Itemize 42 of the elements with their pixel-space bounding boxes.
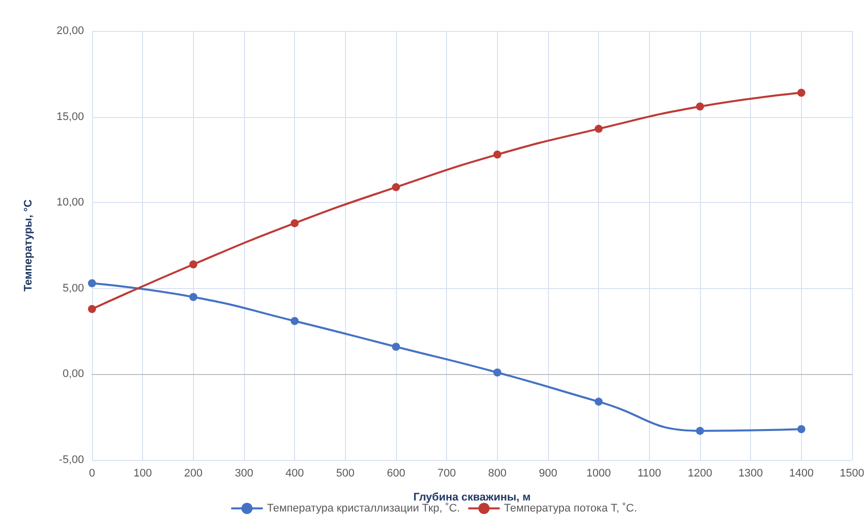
y-axis-title: Температуры, °С xyxy=(22,199,34,292)
point xyxy=(392,342,400,351)
x-tick-label: 1300 xyxy=(738,468,763,480)
y-tick-label: 5,00 xyxy=(62,282,84,294)
point xyxy=(696,102,704,110)
point xyxy=(392,183,400,192)
point xyxy=(594,398,603,406)
point xyxy=(290,219,299,228)
x-tick-label: 1000 xyxy=(586,468,611,480)
x-tick-label: 900 xyxy=(538,468,558,480)
y-tick-label: 0,00 xyxy=(62,368,84,380)
x-tick-label: 200 xyxy=(184,468,203,480)
point xyxy=(594,124,603,133)
y-tick-label: 10,00 xyxy=(56,196,84,209)
x-tick-label: 1100 xyxy=(638,468,662,480)
y-tick-label: 15,00 xyxy=(56,110,84,123)
x-tick-label: 100 xyxy=(133,468,152,480)
x-tick-label: 0 xyxy=(88,468,96,480)
point xyxy=(493,150,502,159)
x-tick-label: 600 xyxy=(386,468,406,480)
point xyxy=(189,260,198,268)
point xyxy=(189,292,198,301)
x-tick-label: 400 xyxy=(285,468,304,480)
x-tick-label: 300 xyxy=(234,468,254,480)
x-tick-label: 800 xyxy=(488,468,507,480)
point xyxy=(88,304,96,313)
point xyxy=(290,317,299,325)
point xyxy=(493,368,502,376)
legend-label: Температура кристаллизации Ткр, ˚С. xyxy=(266,502,460,514)
y-tick-label: -5,00 xyxy=(58,454,84,466)
x-tick-label: 1400 xyxy=(789,468,814,480)
y-tick-label: 20,00 xyxy=(56,25,84,37)
x-tick-label: 1200 xyxy=(688,468,712,480)
x-tick-label: 500 xyxy=(336,468,355,480)
point xyxy=(88,279,96,288)
x-tick-label: 1500 xyxy=(840,468,864,480)
x-tick-label: 700 xyxy=(437,468,456,480)
legend-label: Температура потока Т, ˚С. xyxy=(504,502,638,514)
x-axis-title: Глубина скважины, м xyxy=(413,492,531,504)
point xyxy=(797,425,806,434)
point xyxy=(797,88,806,97)
point xyxy=(696,426,704,435)
